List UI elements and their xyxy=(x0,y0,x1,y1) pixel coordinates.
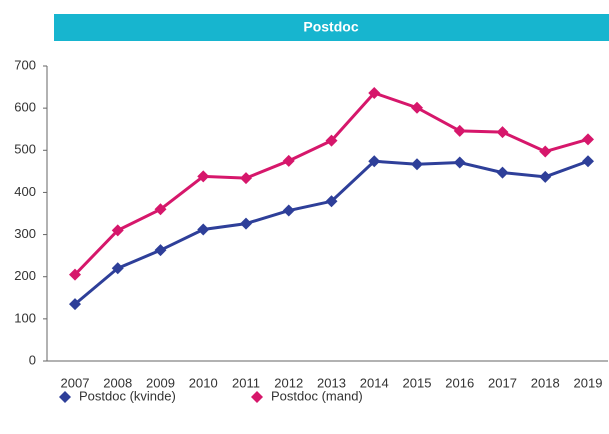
legend-label: Postdoc (kvinde) xyxy=(79,388,176,403)
legend-marker xyxy=(59,391,71,403)
series-line xyxy=(73,91,589,276)
point xyxy=(197,170,210,183)
point xyxy=(69,298,81,311)
point xyxy=(582,155,594,168)
point xyxy=(496,166,509,179)
x-tick-label: 2007 xyxy=(61,375,90,390)
point xyxy=(154,244,167,257)
legend-marker xyxy=(251,391,263,403)
point xyxy=(325,195,338,208)
y-tick-label: 500 xyxy=(14,142,36,157)
legend-label: Postdoc (mand) xyxy=(271,388,363,403)
point xyxy=(197,223,210,236)
point xyxy=(539,145,552,158)
point xyxy=(240,217,252,230)
x-tick-label: 2019 xyxy=(574,375,603,390)
title-banner xyxy=(54,14,609,41)
series-line xyxy=(74,159,589,306)
x-tick-label: 2016 xyxy=(445,375,474,390)
point xyxy=(453,156,466,169)
point xyxy=(539,170,552,183)
point xyxy=(111,262,124,275)
point xyxy=(368,86,381,99)
y-tick-label: 300 xyxy=(14,226,36,241)
point xyxy=(325,134,338,147)
chart-title: Postdoc xyxy=(303,19,358,35)
point xyxy=(111,224,124,237)
point xyxy=(240,172,252,185)
x-tick-label: 2010 xyxy=(189,375,218,390)
x-tick-label: 2011 xyxy=(232,375,260,390)
point xyxy=(282,154,295,167)
point xyxy=(582,133,594,146)
point xyxy=(69,268,81,281)
y-tick-label: 0 xyxy=(29,352,36,367)
x-tick-label: 2013 xyxy=(317,375,346,390)
point xyxy=(411,101,423,114)
y-tick-label: 100 xyxy=(14,310,36,325)
y-tick-label: 200 xyxy=(14,268,36,283)
x-tick-label: 2017 xyxy=(488,375,517,390)
point xyxy=(368,155,381,168)
point xyxy=(154,203,167,216)
x-tick-label: 2014 xyxy=(360,375,389,390)
y-tick-label: 700 xyxy=(14,57,36,72)
point xyxy=(453,124,466,137)
x-tick-label: 2009 xyxy=(146,375,175,390)
x-tick-label: 2018 xyxy=(531,375,560,390)
y-tick-label: 600 xyxy=(14,100,36,115)
y-tick-label: 400 xyxy=(14,184,36,199)
point xyxy=(282,204,295,217)
point xyxy=(496,126,509,139)
point xyxy=(411,158,423,171)
x-tick-label: 2008 xyxy=(103,375,132,390)
x-tick-label: 2012 xyxy=(274,375,303,390)
x-tick-label: 2015 xyxy=(403,375,432,390)
